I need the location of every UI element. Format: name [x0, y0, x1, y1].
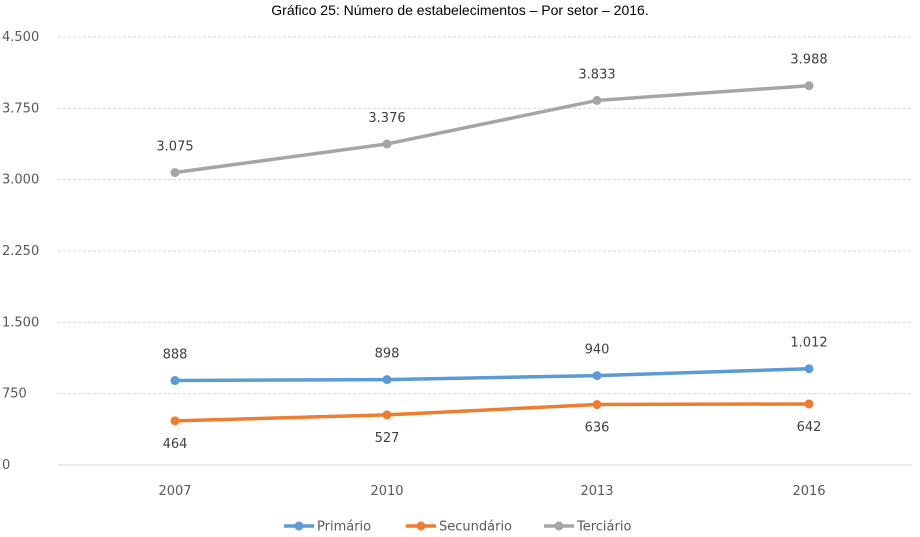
- x-tick-label: 2007: [158, 484, 191, 499]
- series-lines: [170, 81, 814, 426]
- data-label: 3.376: [368, 111, 405, 126]
- y-tick-label: 3.750: [2, 101, 39, 116]
- y-tick-label: 1.500: [2, 315, 39, 330]
- series-line: [173, 402, 811, 423]
- data-point: [804, 81, 814, 91]
- y-axis-tick-labels: 0 750 1.500 2.250 3.000 3.750 4.500: [2, 30, 39, 473]
- chart-title: Gráfico 25: Número de estabelecimentos –…: [271, 2, 649, 18]
- gridlines: [58, 36, 912, 466]
- data-label: 3.075: [156, 140, 193, 155]
- data-label: 642: [797, 420, 822, 435]
- data-point: [592, 95, 602, 105]
- legend-entry: Terciário: [576, 520, 631, 535]
- data-labels: 888 898 940 1.012 464 527 636 642 3.075 3.376 3.83…: [156, 53, 827, 452]
- x-tick-label: 2016: [792, 484, 825, 499]
- legend-marker: [554, 521, 564, 531]
- series-line: [173, 366, 811, 383]
- y-tick-label: 3.000: [2, 173, 39, 188]
- data-label: 3.833: [578, 67, 615, 82]
- data-label: 636: [585, 421, 610, 436]
- series-line: [173, 83, 811, 175]
- data-point: [170, 168, 180, 178]
- data-label: 888: [163, 348, 188, 363]
- legend: Primário Secundário Terciário: [284, 520, 631, 535]
- y-tick-label: 4.500: [2, 30, 39, 45]
- data-point: [382, 139, 392, 149]
- data-label: 527: [375, 431, 400, 446]
- y-tick-label: 750: [2, 387, 27, 402]
- data-label: 898: [375, 347, 400, 362]
- data-point: [382, 410, 392, 420]
- data-point: [592, 400, 602, 410]
- data-label: 1.012: [790, 336, 827, 351]
- data-point: [170, 416, 180, 426]
- data-point: [592, 371, 602, 381]
- data-point: [804, 399, 814, 409]
- x-tick-label: 2013: [580, 484, 613, 499]
- legend-marker: [294, 521, 304, 531]
- data-point: [170, 376, 180, 386]
- x-tick-label: 2010: [370, 484, 403, 499]
- x-axis-tick-labels: 2007 2010 2013 2016: [158, 484, 825, 499]
- y-tick-label: 0: [2, 458, 10, 473]
- legend-entry: Primário: [317, 520, 371, 535]
- data-point: [382, 375, 392, 385]
- data-label: 940: [585, 343, 610, 358]
- legend-marker: [416, 521, 426, 531]
- y-tick-label: 2.250: [2, 244, 39, 259]
- data-label: 464: [163, 437, 188, 452]
- data-point: [804, 364, 814, 374]
- legend-entry: Secundário: [439, 520, 512, 535]
- data-label: 3.988: [790, 53, 827, 68]
